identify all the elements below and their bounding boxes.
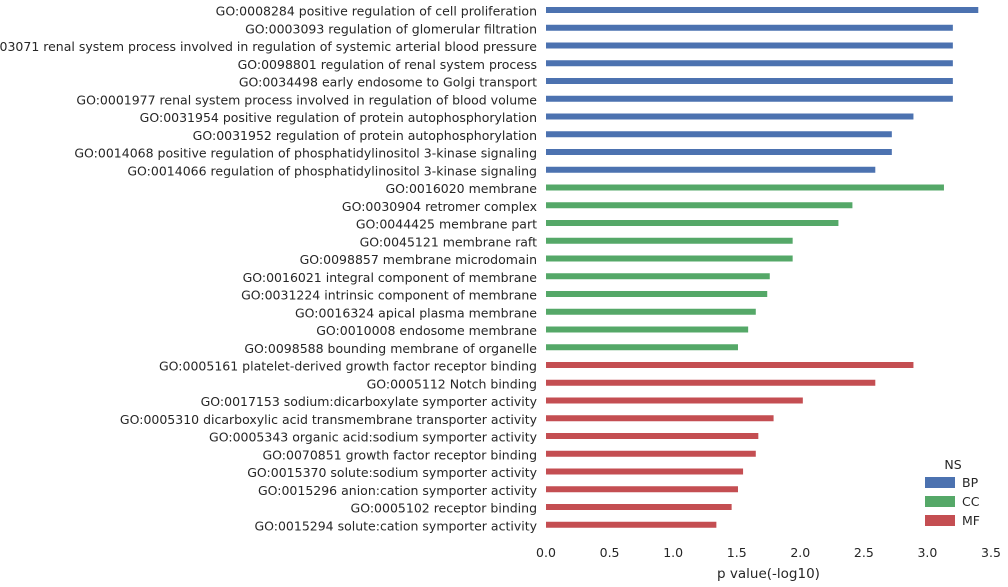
category-label: GO:0008284 positive regulation of cell p… <box>216 4 537 19</box>
legend-swatch-bp <box>925 477 955 488</box>
bar-bp <box>546 24 953 31</box>
category-label: GO:0098588 bounding membrane of organell… <box>244 341 537 356</box>
category-label: GO:0017153 sodium:dicarboxylate symporte… <box>201 394 538 409</box>
legend-swatch-mf <box>925 515 955 526</box>
bar-cc <box>546 344 738 351</box>
legend-label-mf: MF <box>962 513 980 528</box>
category-label: GO:0005112 Notch binding <box>367 376 537 391</box>
category-label: GO:0031224 intrinsic component of membra… <box>241 288 537 303</box>
bar-mf <box>546 379 876 386</box>
category-label: GO:0070851 growth factor receptor bindin… <box>262 447 537 462</box>
bar-bp <box>546 113 914 120</box>
bar-bp <box>546 78 953 84</box>
category-label: GO:0034498 early endosome to Golgi trans… <box>239 75 537 90</box>
x-tick-label: 1.0 <box>663 545 683 560</box>
legend-title: NS <box>944 457 961 472</box>
bar-bp <box>546 42 953 49</box>
bar-cc <box>546 326 749 333</box>
category-label: GO:0015296 anion:cation symporter activi… <box>258 483 538 498</box>
bar-bp <box>546 131 892 138</box>
x-axis-title: p value(-log10) <box>717 566 820 582</box>
bar-mf <box>546 450 756 457</box>
bar-bp <box>546 7 979 13</box>
legend-label-bp: BP <box>962 475 979 490</box>
category-label: GO:0001977 renal system process involved… <box>76 92 537 107</box>
category-label: GO:0045121 membrane raft <box>360 234 538 249</box>
bar-bp <box>546 95 953 102</box>
bar-mf <box>546 521 717 528</box>
bar-cc <box>546 220 839 226</box>
bar-mf <box>546 468 744 475</box>
category-label: GO:0005102 receptor binding <box>351 501 537 516</box>
bar-cc <box>546 184 944 191</box>
bar-cc <box>546 273 770 280</box>
x-tick-label: 2.0 <box>790 545 810 560</box>
bar-cc <box>546 255 793 262</box>
x-tick-label: 0.5 <box>600 545 620 560</box>
bar-mf <box>546 504 732 510</box>
x-tick-label: 3.5 <box>981 545 1001 560</box>
bar-cc <box>546 202 853 209</box>
category-label: GO:0014068 positive regulation of phosph… <box>74 146 537 161</box>
category-label: GO:0098857 membrane microdomain <box>300 252 537 267</box>
bar-bp <box>546 166 876 173</box>
category-label: GO:0005161 platelet-derived growth facto… <box>159 359 537 374</box>
bar-mf <box>546 415 774 422</box>
category-label: GO:0030904 retromer complex <box>342 199 537 214</box>
category-label: GO:0016324 apical plasma membrane <box>295 305 537 320</box>
category-label: GO:0005310 dicarboxylic acid transmembra… <box>120 412 538 427</box>
category-label: GO:0003093 regulation of glomerular filt… <box>245 21 537 36</box>
legend-swatch-cc <box>925 496 955 507</box>
category-label: GO:0015370 solute:sodium symporter activ… <box>247 465 537 480</box>
bar-cc <box>546 291 768 297</box>
category-label: GO:0015294 solute:cation symporter activ… <box>254 518 537 533</box>
bar-cc <box>546 308 756 315</box>
category-label: GO:0044425 membrane part <box>356 217 537 232</box>
bar-bp <box>546 149 892 155</box>
x-tick-label: 2.5 <box>854 545 874 560</box>
bar-bp <box>546 60 953 67</box>
category-label: GO:0010008 endosome membrane <box>316 323 537 338</box>
bar-mf <box>546 486 738 493</box>
category-label: GO:0003071 renal system process involved… <box>0 39 537 54</box>
category-label: GO:0005343 organic acid:sodium symporter… <box>209 430 538 445</box>
category-label: GO:0031954 positive regulation of protei… <box>140 110 537 125</box>
category-label: GO:0031952 regulation of protein autopho… <box>193 128 537 143</box>
bar-mf <box>546 433 759 439</box>
legend: NS BP CC MF <box>925 457 980 528</box>
bar-cc <box>546 237 793 244</box>
x-tick-label: 1.5 <box>727 545 747 560</box>
legend-entries: BP CC MF <box>925 475 980 528</box>
x-tick-label: 0.0 <box>536 545 556 560</box>
category-label: GO:0016020 membrane <box>385 181 537 196</box>
bars-layer <box>546 7 979 528</box>
category-label: GO:0016021 integral component of membran… <box>243 270 538 285</box>
x-tick-label: 3.0 <box>917 545 937 560</box>
category-label: GO:0098801 regulation of renal system pr… <box>238 57 537 72</box>
category-label: GO:0014066 regulation of phosphatidylino… <box>127 163 537 178</box>
legend-label-cc: CC <box>962 494 980 509</box>
bar-mf <box>546 397 803 404</box>
bar-mf <box>546 362 914 368</box>
x-axis-ticks: 0.0 0.5 1.0 1.5 2.0 2.5 3.0 3.5 <box>536 545 1001 560</box>
category-labels: GO:0008284 positive regulation of cell p… <box>0 4 538 534</box>
